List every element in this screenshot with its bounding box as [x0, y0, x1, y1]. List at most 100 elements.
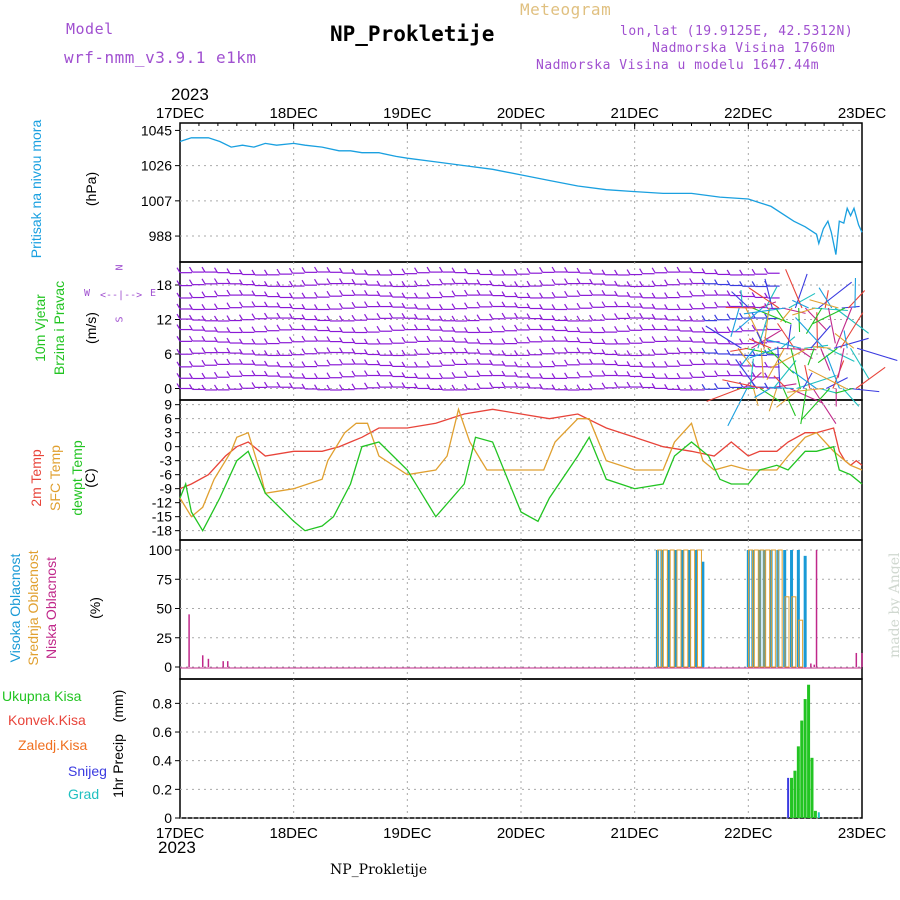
wind-barb-chaotic — [842, 388, 860, 407]
wind-barb-flag — [664, 335, 669, 342]
wind-barb-flag — [414, 348, 419, 355]
wind-barb-flag — [188, 292, 194, 298]
wind-barb-flag — [276, 281, 281, 287]
wind-barb-flag — [451, 371, 456, 378]
wind-barb-flag — [514, 337, 519, 344]
wind-barb-flag — [689, 290, 694, 297]
wind-barb-flag — [714, 358, 719, 365]
cloud-bar-mid — [662, 549, 668, 668]
wind-barb-flag — [464, 315, 469, 321]
wind-barb-flag — [464, 268, 469, 274]
wind-barb-flag — [451, 278, 456, 284]
wind-barb-flag — [739, 338, 744, 344]
wind-barb-flag — [201, 315, 206, 322]
wind-barb-flag — [726, 290, 731, 296]
wind-barb-flag — [664, 360, 669, 367]
wind-barb-chaotic — [780, 307, 793, 323]
wind-barb-chaotic — [792, 299, 809, 309]
wind-barb-flag — [726, 301, 731, 307]
wind-barb-flag — [213, 384, 219, 391]
wind-barb-flag — [751, 268, 756, 275]
wind-barb-flag — [251, 326, 256, 332]
wind-barb-flag — [751, 281, 756, 287]
wind-barb-flag — [213, 336, 219, 343]
day-label-bottom: 19DEC — [383, 825, 432, 842]
wind-barb-flag — [639, 312, 644, 319]
wind-barb-flag — [201, 384, 206, 391]
wind-barb-flag — [239, 358, 244, 365]
wind-barb-flag — [176, 267, 181, 273]
wind-barb-flag — [301, 279, 306, 286]
wind-barb-flag — [213, 267, 219, 273]
wind-barb-flag — [213, 315, 219, 322]
wind-barb-flag — [264, 381, 269, 388]
wind-barb-chaotic — [835, 307, 853, 348]
wind-barb-flag — [226, 337, 231, 344]
wind-barb-flag — [614, 360, 619, 366]
wind-barb-flag — [326, 290, 331, 297]
wind-barb-flag — [689, 267, 694, 273]
wind-barb-flag — [451, 326, 456, 333]
wind-barb-flag — [376, 269, 381, 276]
wind-barb-flag — [364, 313, 369, 320]
wind-barb-flag — [651, 267, 656, 274]
wind-barb-flag — [701, 371, 706, 377]
wind-barb-flag — [426, 266, 431, 273]
wind-barb-flag — [676, 384, 681, 391]
wind-barb-flag — [239, 289, 244, 296]
precip-bar — [800, 720, 804, 818]
model-value: wrf-nmm_v3.9.1 e1km — [64, 48, 257, 67]
wind-barb-flag — [376, 301, 381, 307]
coords-label: lon,lat (19.9125E, 42.5312N) — [620, 24, 854, 39]
wind-barb-chaotic — [767, 347, 795, 374]
wind-barb-flag — [476, 338, 481, 345]
wind-barb-flag — [739, 370, 744, 377]
wind-barb-flag — [314, 278, 319, 285]
wind-barb-flag — [476, 301, 481, 308]
cloud-bar-mid — [696, 549, 702, 668]
wind-barb-flag — [564, 326, 569, 332]
wind-barb-flag — [176, 372, 181, 379]
wind-barb-flag — [589, 314, 594, 321]
year-top: 2023 — [171, 85, 209, 104]
wind-barb-flag — [689, 384, 694, 391]
wind-barb-flag — [326, 372, 331, 379]
wind-barb-flag — [589, 327, 594, 333]
wind-barb-flag — [689, 359, 694, 365]
wind-barb-flag — [188, 373, 194, 379]
wind-barb-flag — [601, 289, 606, 296]
wind-barb-flag — [401, 302, 406, 309]
precip-bar — [807, 684, 811, 818]
wind-barb-flag — [426, 304, 431, 310]
wind-barb-flag — [188, 304, 194, 310]
y-tick-label: -9 — [160, 481, 173, 497]
wind-barb-flag — [326, 266, 331, 273]
wind-barb-flag — [201, 359, 206, 366]
wind-barb-flag — [701, 347, 706, 354]
cloud-bar-mid — [759, 549, 765, 668]
wind-barb-flag — [701, 337, 706, 344]
wind-barb-flag — [389, 291, 394, 298]
wind-barb-flag — [314, 360, 319, 367]
wind-barb-flag — [539, 373, 544, 379]
wind-barb-flag — [451, 303, 456, 309]
wind-barb-flag — [314, 315, 319, 321]
wind-barb-chaotic — [773, 375, 787, 389]
wind-barb-flag — [689, 372, 694, 378]
wind-barb-chaotic — [740, 290, 744, 309]
wind-barb-flag — [176, 336, 181, 342]
legend-snow: Snijeg — [68, 763, 107, 779]
y-tick-label: 0.6 — [153, 724, 173, 740]
wind-barb-flag — [714, 383, 719, 389]
wind-barb-flag — [651, 280, 656, 286]
wind-barb-flag — [389, 312, 394, 319]
wind-barb-flag — [539, 279, 544, 286]
cloud-bar — [687, 550, 691, 667]
wind-barb-chaotic — [834, 307, 869, 334]
day-label-bottom: 22DEC — [724, 825, 773, 842]
wind-barb-flag — [389, 337, 394, 344]
wind-barb-flag — [651, 292, 656, 299]
wind-barb-flag — [601, 301, 606, 307]
wind-barb-chaotic — [856, 347, 898, 362]
wind-barb-flag — [701, 268, 706, 274]
